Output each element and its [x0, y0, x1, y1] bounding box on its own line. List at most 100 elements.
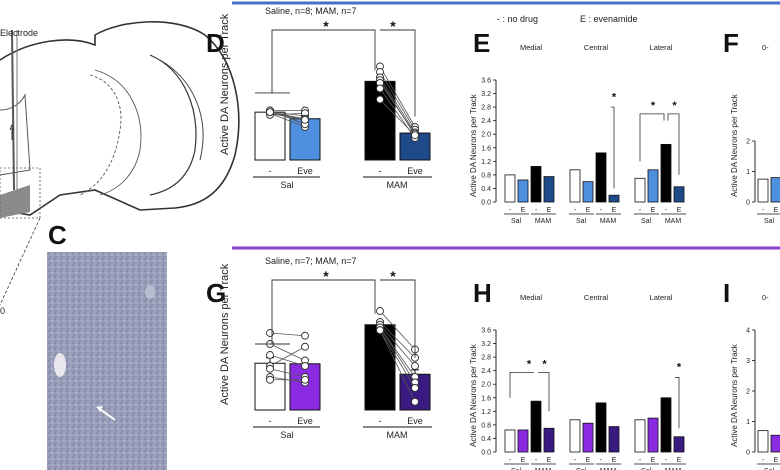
x-tick-label: - [535, 207, 538, 214]
x-tick-label: E [521, 207, 526, 214]
significance-star: * [390, 268, 396, 284]
pair-line [379, 66, 416, 128]
chart-title: Saline, n=8; MAM, n=7 [265, 6, 357, 16]
significance-bracket [611, 106, 615, 189]
group-label-sal: Sal [764, 468, 775, 470]
panel-letter-g: G [206, 278, 226, 308]
pair-line [269, 111, 306, 121]
x-tick-label: Eve [297, 416, 313, 426]
group-label-sal: Sal [511, 468, 522, 470]
x-tick-label: - [574, 457, 577, 464]
significance-bracket [271, 29, 376, 93]
y-axis-label: Active DA Neurons per Track [219, 13, 231, 155]
x-tick-label: - [639, 457, 642, 464]
pair-line [269, 368, 306, 378]
panel-letter-i: I [723, 278, 730, 308]
panel-letter-c: C [48, 220, 67, 250]
x-tick-label: - [379, 166, 382, 176]
point-pre [266, 108, 274, 117]
y-tick-label: 0.8 [481, 172, 491, 179]
x-tick-label: E [586, 207, 591, 214]
y-tick-label: 3.6 [481, 328, 491, 335]
pair-line [379, 82, 416, 134]
pair-line [379, 330, 416, 389]
y-tick-label: 2.8 [481, 105, 491, 112]
x-tick-label: E [586, 457, 591, 464]
pair-line [269, 354, 306, 367]
group-label-sal: Sal [576, 468, 587, 470]
bar [530, 166, 542, 203]
point-post [411, 362, 419, 370]
point-pre [376, 307, 384, 315]
electrode-label: Electrode [0, 28, 38, 38]
significance-bracket [538, 371, 550, 412]
y-tick-label: 0.8 [481, 422, 491, 429]
bar [543, 427, 555, 453]
point-post [411, 397, 419, 406]
title-fragment: 0- [762, 293, 769, 302]
y-tick-label: 0.4 [481, 436, 491, 443]
bar [673, 186, 685, 203]
group-label-sal: Sal [511, 218, 522, 225]
bar [757, 430, 769, 453]
pair-line [269, 343, 306, 361]
y-tick-label: 1 [746, 169, 750, 176]
bar [673, 436, 685, 453]
x-tick-label: Eve [407, 166, 423, 176]
y-tick-label: 2 [746, 389, 750, 396]
x-tick-label: - [535, 457, 538, 464]
pair-line [379, 327, 416, 378]
significance-bracket [271, 279, 376, 344]
group-label-mam: MAM [535, 218, 552, 225]
region-label: Medial [520, 43, 542, 52]
significance-star: * [390, 18, 396, 34]
y-tick-label: 1.2 [481, 159, 491, 166]
histology-image [47, 252, 167, 470]
x-tick-label: - [269, 416, 272, 426]
x-tick-label: - [269, 166, 272, 176]
point-pre [376, 326, 384, 335]
bar-2 [364, 324, 396, 411]
x-tick-label: - [600, 457, 603, 464]
significance-star: * [323, 18, 329, 34]
x-tick-label: - [665, 457, 668, 464]
y-axis-label: Active DA Neurons per Track [730, 93, 739, 197]
group-label-mam: MAM [535, 468, 552, 470]
significance-star: * [651, 100, 656, 112]
significance-bracket [380, 279, 416, 358]
significance-bracket [675, 377, 680, 429]
point-post [301, 375, 309, 384]
group-label-sal: Sal [641, 468, 652, 470]
bar [757, 178, 769, 203]
significance-star: * [527, 358, 532, 370]
x-tick-label: E [651, 207, 656, 214]
group-label-sal: Sal [641, 218, 652, 225]
significance-bracket [639, 113, 665, 162]
pair-line [379, 327, 416, 383]
pair-line [379, 77, 416, 133]
pair-line [379, 71, 416, 130]
bar [595, 152, 607, 203]
significance-bracket [380, 29, 416, 117]
pair-line [269, 112, 306, 116]
point-post [411, 131, 419, 140]
y-tick-label: 3 [746, 358, 750, 365]
bar-1 [289, 363, 321, 411]
pair-line [379, 99, 416, 136]
point-pre [266, 375, 274, 384]
x-tick-label: - [600, 207, 603, 214]
chart-title: Saline, n=7; MAM, n=7 [265, 256, 357, 266]
group-label-mam: MAM [600, 218, 617, 225]
group-label-sal: Sal [576, 218, 587, 225]
y-tick-label: 2.4 [481, 368, 491, 375]
x-tick-label: E [547, 207, 552, 214]
bar-2 [364, 80, 396, 161]
pair-line [379, 330, 416, 402]
bar [608, 426, 620, 453]
bar [569, 419, 581, 453]
bar [634, 177, 646, 203]
pair-line [269, 332, 306, 337]
left-fragment-digit: 0 [0, 306, 5, 316]
pair-line [379, 324, 416, 367]
